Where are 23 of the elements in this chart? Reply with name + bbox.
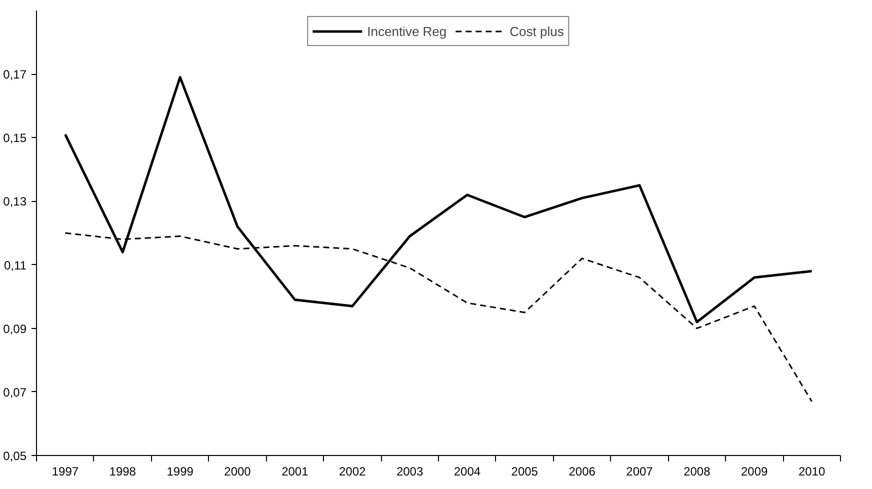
y-tick-label: 0,17 — [3, 68, 27, 82]
x-tick-label: 2007 — [626, 464, 654, 478]
x-tick-label: 2004 — [454, 464, 481, 478]
x-tick-label: 2009 — [741, 464, 768, 478]
y-tick-label: 0,11 — [4, 258, 27, 272]
x-tick-label: 1998 — [109, 464, 136, 478]
x-tick-label: 2005 — [511, 464, 538, 478]
x-tick-label: 2002 — [339, 464, 366, 478]
y-tick-label: 0,09 — [3, 322, 27, 336]
x-tick-label: 2008 — [684, 464, 711, 478]
legend-label: Cost plus — [510, 24, 564, 38]
y-tick-label: 0,13 — [3, 194, 27, 209]
x-tick-label: 1999 — [166, 464, 194, 478]
x-tick-label: 2003 — [396, 464, 424, 478]
x-tick-label: 2006 — [568, 464, 596, 478]
x-tick-label: 2000 — [224, 464, 252, 478]
y-tick-label: 0,05 — [3, 449, 27, 463]
x-tick-label: 2001 — [282, 464, 309, 478]
y-tick-label: 0,07 — [3, 385, 27, 400]
legend-label: Incentive Reg — [367, 24, 447, 38]
y-tick-label: 0,15 — [3, 131, 27, 146]
x-tick-label: 2010 — [798, 464, 826, 478]
x-tick-label: 1997 — [52, 464, 79, 478]
